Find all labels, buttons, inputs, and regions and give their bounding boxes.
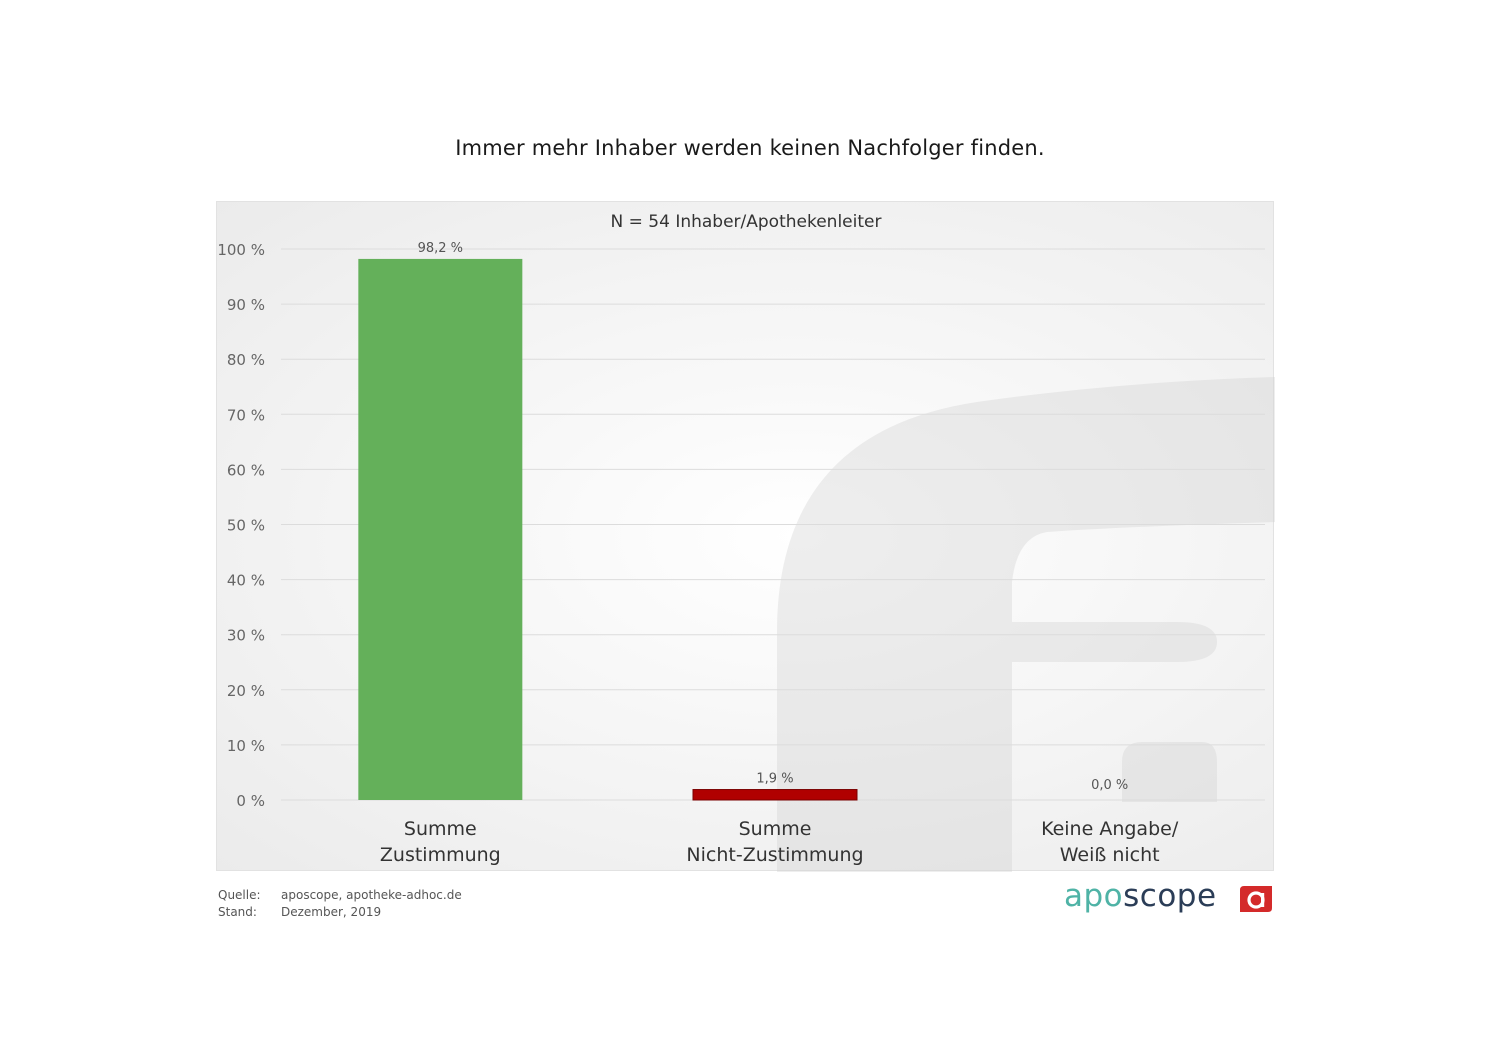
data-label: 98,2 %	[418, 241, 463, 256]
y-tick-label: 50 %	[227, 517, 265, 535]
aposcope-logo: aposcope	[1064, 878, 1217, 914]
bar	[692, 789, 858, 801]
source-label: Quelle:	[218, 888, 261, 902]
category-label: Zustimmung	[380, 844, 501, 866]
category-label: Summe	[404, 818, 477, 840]
chart-subtitle: N = 54 Inhaber/Apothekenleiter	[610, 212, 882, 232]
date-label: Stand:	[218, 905, 257, 919]
data-label: 0,0 %	[1091, 778, 1128, 793]
footer: Quelle: aposcope, apotheke-adhoc.de Stan…	[218, 887, 462, 921]
y-tick-label: 100 %	[217, 241, 265, 259]
category-label: Nicht-Zustimmung	[686, 844, 863, 866]
y-tick-label: 30 %	[227, 627, 265, 645]
date-value: Dezember, 2019	[281, 905, 382, 919]
y-tick-label: 0 %	[236, 792, 265, 810]
source-value: aposcope, apotheke-adhoc.de	[281, 888, 462, 902]
data-label: 1,9 %	[756, 772, 793, 787]
y-tick-label: 70 %	[227, 406, 265, 424]
category-label: Summe	[739, 818, 812, 840]
adhoc-logo-icon	[1240, 886, 1272, 912]
bar	[358, 258, 523, 801]
bar-chart: 0 % 10 % 20 % 30 % 40 % 50 % 60 % 70 % 80 % 90 % 1…	[217, 241, 1275, 872]
chart-title: Immer mehr Inhaber werden keinen Nachfol…	[455, 136, 1045, 160]
chart-panel: N = 54 Inhaber/Apothekenleiter 0 % 10 % 20…	[216, 201, 1275, 872]
background-watermark	[777, 377, 1275, 872]
y-tick-label: 90 %	[227, 296, 265, 314]
y-tick-label: 40 %	[227, 572, 265, 590]
category-label: Keine Angabe/	[1041, 818, 1179, 840]
category-label: Weiß nicht	[1060, 844, 1160, 866]
y-tick-label: 60 %	[227, 461, 265, 479]
y-tick-label: 10 %	[227, 737, 265, 755]
y-tick-label: 20 %	[227, 682, 265, 700]
y-tick-label: 80 %	[227, 351, 265, 369]
